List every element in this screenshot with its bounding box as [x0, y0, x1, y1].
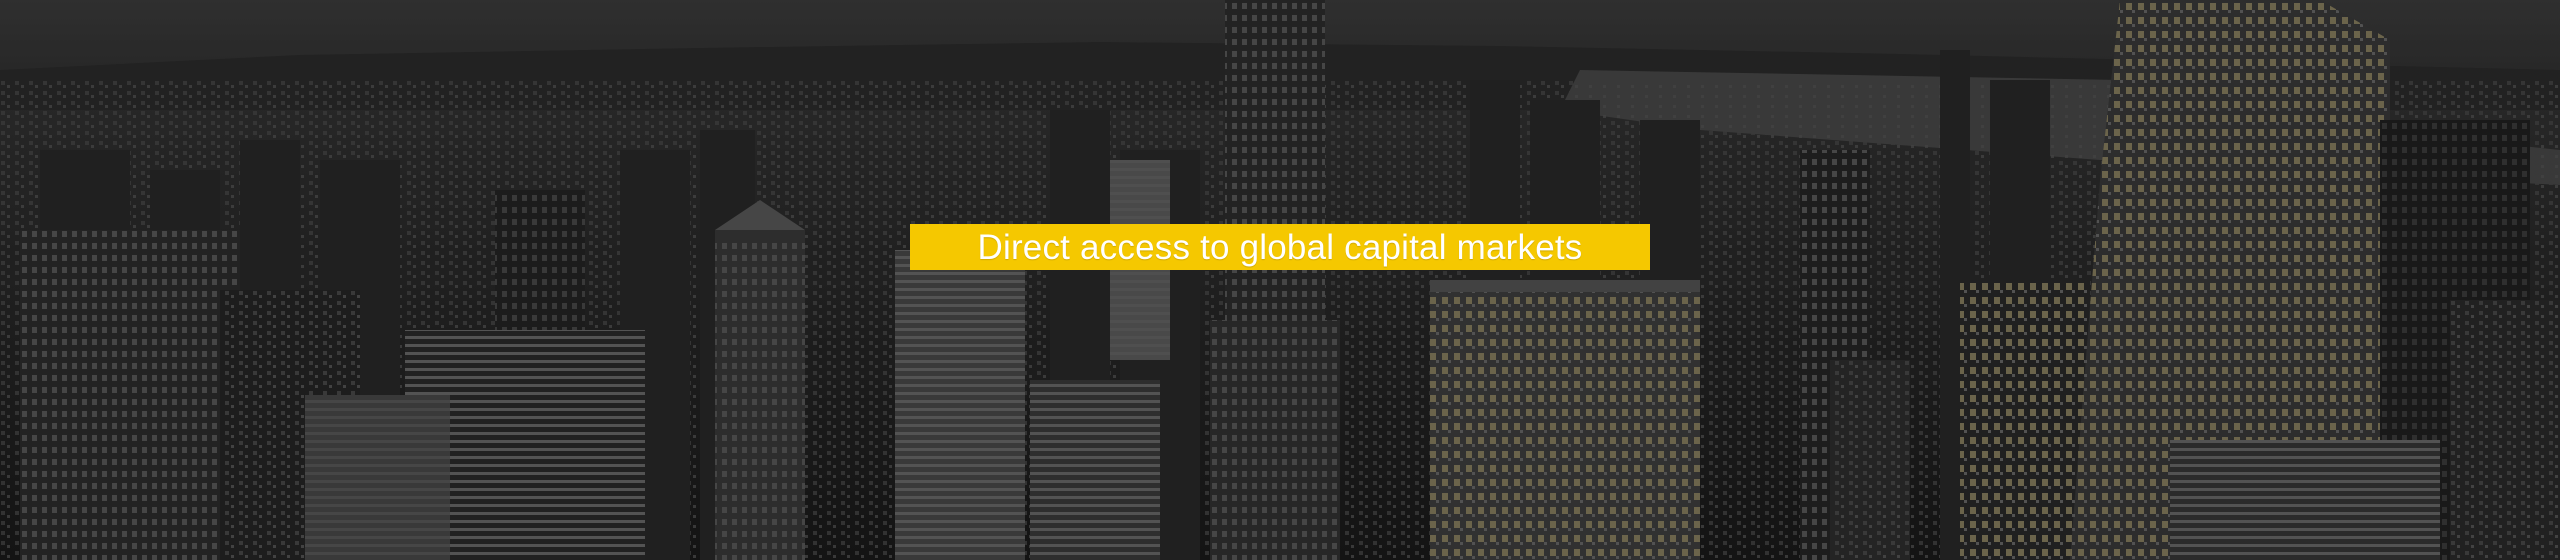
headline-banner: Direct access to global capital markets: [910, 224, 1650, 270]
headline-text: Direct access to global capital markets: [978, 230, 1583, 265]
